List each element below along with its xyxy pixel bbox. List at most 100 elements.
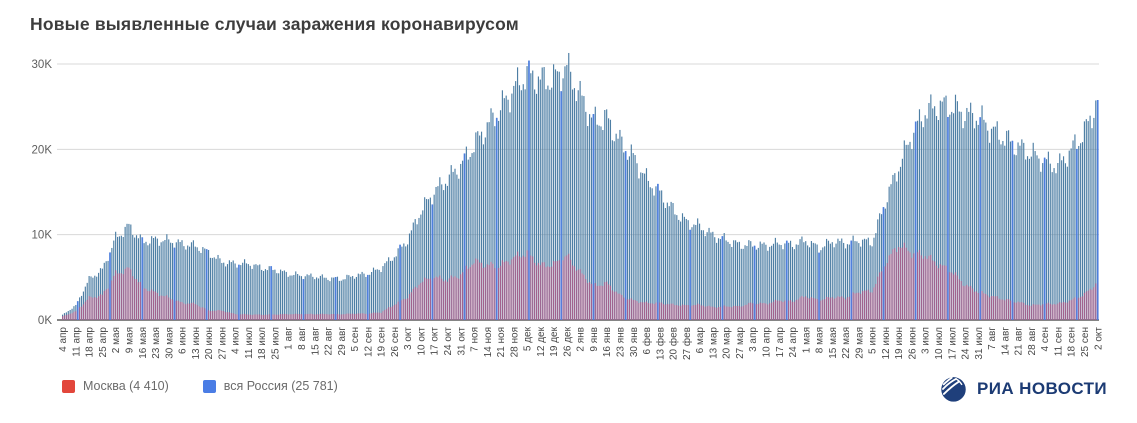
moscow-bars — [62, 242, 1099, 320]
russia-bar — [827, 240, 830, 320]
russia-bar — [331, 277, 333, 320]
russia-bar — [1019, 145, 1021, 320]
russia-bar — [975, 120, 977, 320]
moscow-bar — [280, 314, 282, 320]
russia-bar — [145, 241, 147, 320]
russia-bar — [147, 245, 149, 320]
moscow-bar — [888, 255, 890, 320]
moscow-bar — [702, 305, 704, 320]
moscow-bar — [187, 303, 189, 320]
russia-bar — [577, 90, 579, 321]
russia-bar — [291, 275, 293, 320]
x-axis-tick-label: 31 окт — [456, 327, 467, 356]
moscow-bar — [327, 314, 329, 320]
moscow-bar — [228, 312, 230, 320]
russia-bar — [924, 115, 926, 321]
moscow-bar — [835, 297, 837, 320]
moscow-bar — [598, 285, 600, 320]
russia-bar — [168, 239, 170, 320]
moscow-bar — [539, 265, 541, 320]
moscow-bar — [941, 265, 943, 320]
russia-bar — [594, 106, 596, 320]
moscow-bar — [649, 303, 651, 320]
russia-bar — [221, 262, 223, 320]
russia-bar — [645, 168, 648, 320]
moscow-bar — [681, 304, 684, 320]
russia-bar — [738, 241, 740, 320]
russia-bar — [899, 166, 902, 320]
russia-bar — [1049, 163, 1051, 320]
russia-bar — [723, 233, 725, 320]
russia-bar — [209, 257, 212, 320]
russia-bar — [420, 214, 422, 320]
moscow-bar — [738, 305, 740, 320]
russia-bar — [189, 246, 191, 320]
russia-bar — [647, 180, 649, 320]
moscow-bar — [757, 303, 759, 320]
x-axis-tick-label: 3 окт — [403, 327, 414, 350]
russia-bar — [407, 244, 409, 320]
russia-bar — [477, 131, 479, 320]
russia-bar — [211, 257, 213, 320]
russia-bar — [505, 95, 507, 320]
moscow-bar — [644, 302, 646, 320]
moscow-bar — [488, 264, 490, 320]
moscow-bar — [962, 285, 964, 320]
russia-bar — [393, 257, 395, 320]
russia-bar — [166, 234, 168, 320]
moscow-bar — [829, 297, 831, 320]
russia-bar — [405, 246, 407, 320]
moscow-bar — [181, 302, 183, 320]
russia-bar — [843, 242, 845, 320]
russia-bar — [666, 202, 668, 320]
moscow-bar — [964, 286, 966, 320]
russia-bar — [795, 244, 797, 320]
russia-bar — [928, 102, 930, 321]
russia-bar — [524, 89, 526, 321]
russia-bar — [742, 248, 744, 320]
moscow-bar — [920, 255, 922, 320]
moscow-bar — [278, 314, 280, 320]
moscow-bar — [509, 264, 511, 320]
moscow-bar — [571, 265, 574, 320]
moscow-bar — [935, 265, 938, 320]
russia-bar — [179, 241, 181, 320]
legend-item-moscow: Москва (4 410) — [62, 379, 169, 393]
russia-bar — [266, 270, 268, 320]
moscow-bar — [992, 296, 994, 320]
moscow-bar — [662, 304, 665, 320]
moscow-bar — [325, 314, 327, 320]
russia-bar — [717, 238, 720, 320]
russia-bar — [1004, 145, 1006, 320]
russia-bar — [808, 247, 811, 320]
russia-bar — [452, 171, 454, 320]
russia-bar — [308, 275, 310, 320]
moscow-bar — [498, 267, 500, 320]
moscow-bar — [99, 294, 102, 320]
russia-bar — [516, 67, 519, 320]
moscow-bar — [1089, 288, 1091, 320]
russia-bar — [750, 241, 752, 320]
russia-bar — [905, 144, 907, 320]
russia-bar — [797, 244, 799, 320]
russia-bar — [678, 219, 680, 320]
moscow-bar — [683, 304, 685, 320]
russia-bar — [1089, 115, 1091, 320]
moscow-bar — [511, 259, 513, 320]
russia-bar — [644, 173, 646, 320]
russia-bar — [570, 71, 572, 320]
moscow-bar — [185, 304, 187, 320]
moscow-bar — [317, 314, 320, 320]
russia-bar — [829, 243, 831, 320]
highlight-bar — [1076, 148, 1078, 320]
moscow-bar — [128, 267, 130, 320]
moscow-bar — [983, 293, 985, 320]
moscow-bar — [359, 313, 361, 320]
russia-bar — [473, 152, 475, 320]
russia-bar — [1080, 143, 1082, 320]
russia-bar — [708, 227, 710, 320]
moscow-bar — [907, 250, 909, 320]
moscow-bar — [204, 308, 206, 320]
moscow-bar — [236, 314, 238, 320]
